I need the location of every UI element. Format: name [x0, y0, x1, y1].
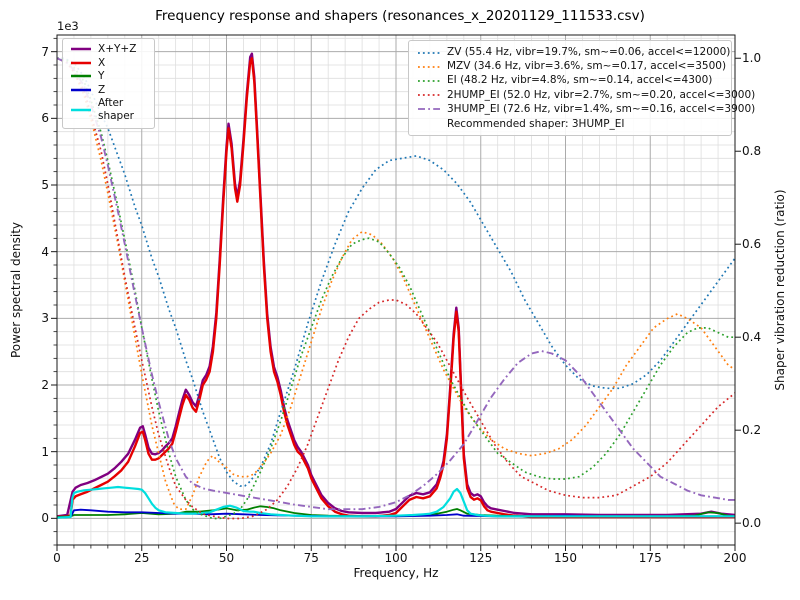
x-line-swatch	[70, 57, 92, 69]
legend-item-2hump-ei: 2HUMP_EI (52.0 Hz, vibr=2.7%, sm~=0.20, …	[417, 89, 755, 102]
after-shaper-line-swatch	[70, 104, 92, 116]
recommended-shaper-note: Recommended shaper: 3HUMP_EI	[447, 118, 625, 131]
y-right-axis-label: Shaper vibration reduction (ratio)	[773, 189, 787, 391]
yrt-tick-label: 0.8	[742, 144, 762, 159]
legend-label-z: Z	[98, 83, 106, 96]
yrt-tick-label: 0.2	[742, 423, 762, 438]
legend-label-ei: EI (48.2 Hz, vibr=4.8%, sm~=0.14, accel<…	[447, 74, 713, 87]
z-line-swatch	[70, 84, 92, 96]
xt-tick-label: 100	[384, 551, 408, 565]
legend-shapers: ZV (55.4 Hz, vibr=19.7%, sm~=0.06, accel…	[408, 40, 755, 137]
ylt-tick-label: 0	[41, 511, 49, 526]
ei-line-swatch	[417, 75, 441, 87]
legend-item-zv: ZV (55.4 Hz, vibr=19.7%, sm~=0.06, accel…	[417, 46, 730, 59]
xt-tick-label: 0	[53, 551, 61, 565]
xt-tick-label: 125	[469, 551, 493, 565]
legend-label-2hump-ei: 2HUMP_EI (52.0 Hz, vibr=2.7%, sm~=0.20, …	[447, 88, 756, 101]
legend-item-after-shaper: After shaper	[70, 97, 146, 122]
legend-label-3hump-ei: 3HUMP_EI (72.6 Hz, vibr=1.4%, sm~=0.16, …	[447, 102, 756, 115]
xt-tick-label: 175	[638, 551, 662, 565]
xt-tick-label: 200	[723, 551, 747, 565]
ylt-tick-label: 2	[41, 378, 49, 392]
ylt-tick-label: 4	[41, 244, 49, 259]
y-axis-offset-text: 1e3	[57, 19, 79, 33]
legend-label-after-shaper: After shaper	[98, 97, 135, 122]
xyz-line-swatch	[70, 43, 92, 55]
legend-label-zv: ZV (55.4 Hz, vibr=19.7%, sm~=0.06, accel…	[447, 46, 731, 58]
legend-label-x: X	[98, 56, 106, 69]
ylt-tick-label: 1	[41, 444, 49, 459]
y-left-axis-label: Power spectral density	[9, 221, 23, 359]
xt-tick-label: 150	[554, 551, 577, 565]
zv-line-swatch	[417, 47, 441, 59]
figure-title: Frequency response and shapers (resonanc…	[155, 8, 645, 24]
legend-item-xyz: X+Y+Z	[70, 43, 146, 56]
mzv-line-swatch	[417, 61, 441, 73]
legend-label-xyz: X+Y+Z	[98, 43, 137, 55]
legend-label-y: Y	[98, 70, 105, 83]
ylt-tick-label: 7	[41, 44, 49, 59]
legend-item-ei: EI (48.2 Hz, vibr=4.8%, sm~=0.14, accel<…	[417, 74, 723, 87]
x-axis-label: Frequency, Hz	[353, 566, 439, 580]
ylt-tick-label: 5	[41, 178, 49, 192]
3hump-ei-line-swatch	[417, 103, 441, 115]
legend-item-3hump-ei: 3HUMP_EI (72.6 Hz, vibr=1.4%, sm~=0.16, …	[417, 103, 755, 116]
xt-tick-label: 75	[303, 551, 319, 565]
ylt-tick-label: 6	[41, 111, 49, 126]
yrt-tick-label: 0.4	[742, 330, 762, 345]
y-line-swatch	[70, 70, 92, 82]
legend-psd: X+Y+Z X Y Z After shaper	[62, 38, 155, 129]
yrt-tick-label: 1.0	[742, 51, 762, 66]
2hump-ei-line-swatch	[417, 89, 441, 101]
legend-label-mzv: MZV (34.6 Hz, vibr=3.6%, sm~=0.17, accel…	[447, 60, 727, 73]
xt-tick-label: 25	[134, 551, 150, 565]
yrt-tick-label: 0.0	[742, 516, 762, 531]
ylt-tick-label: 3	[41, 311, 49, 326]
legend-item-x: X	[70, 57, 146, 70]
legend-item-z: Z	[70, 84, 146, 97]
xt-tick-label: 50	[218, 551, 235, 565]
legend-item-y: Y	[70, 70, 146, 83]
legend-item-mzv: MZV (34.6 Hz, vibr=3.6%, sm~=0.17, accel…	[417, 60, 727, 73]
yrt-tick-label: 0.6	[742, 237, 762, 252]
